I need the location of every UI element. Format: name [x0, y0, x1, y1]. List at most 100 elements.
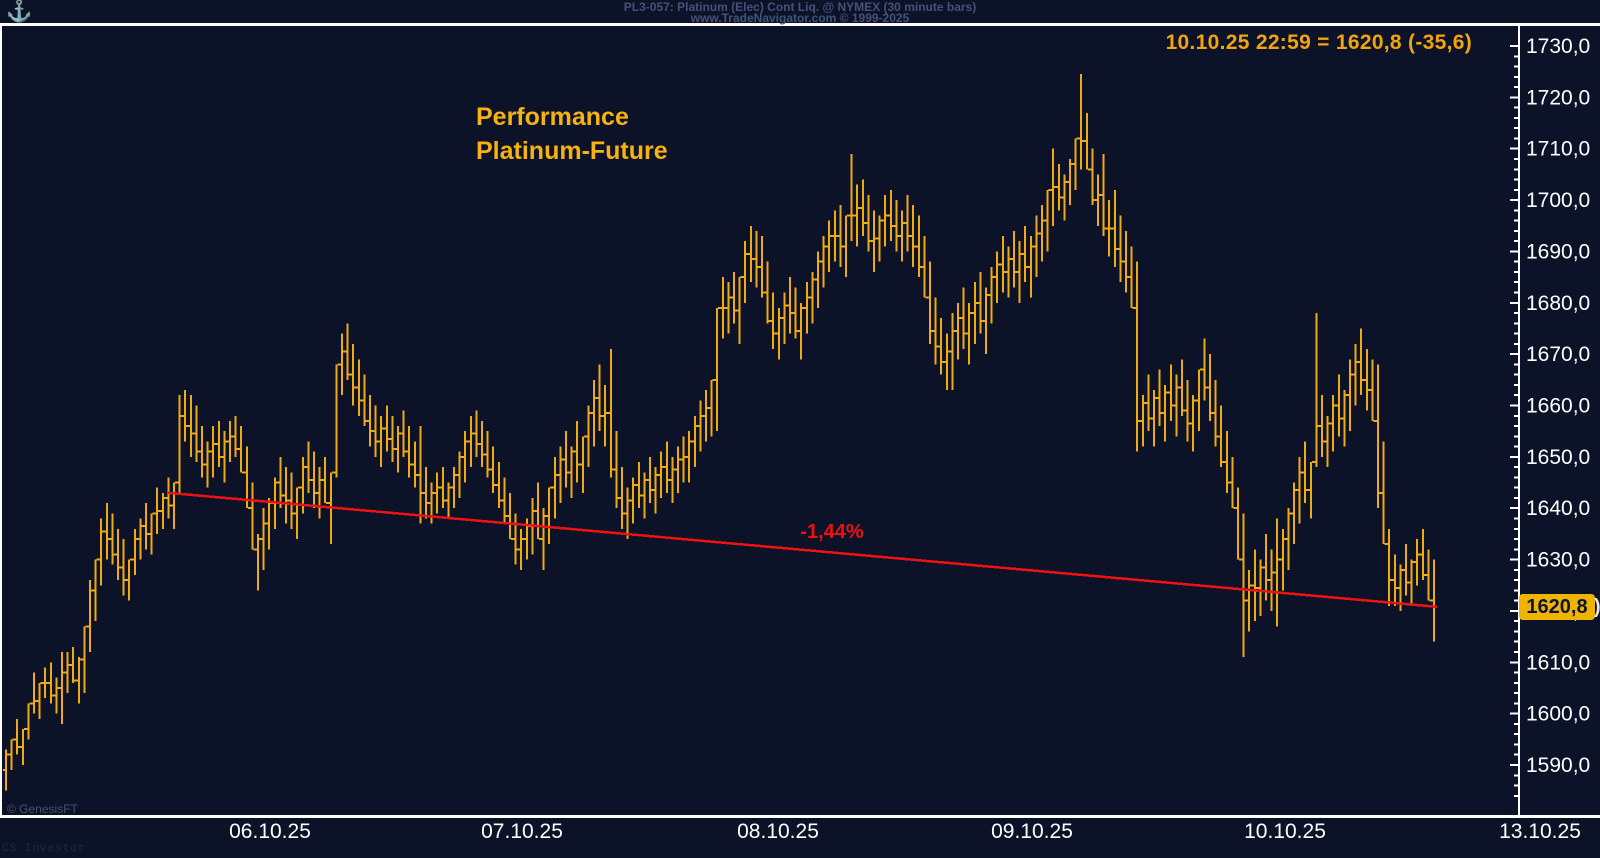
price-bar[interactable]	[335, 364, 338, 478]
price-bar[interactable]	[492, 446, 495, 493]
price-bar[interactable]	[621, 467, 623, 529]
price-bar[interactable]	[1315, 313, 1318, 468]
price-bar[interactable]	[21, 729, 24, 765]
price-bar[interactable]	[934, 297, 937, 365]
price-bar[interactable]	[1197, 369, 1200, 432]
price-bar[interactable]	[783, 292, 786, 344]
price-bar[interactable]	[1231, 456, 1234, 509]
price-bar[interactable]	[10, 739, 13, 771]
price-bar[interactable]	[72, 646, 75, 683]
price-bar[interactable]	[665, 441, 668, 493]
price-bar[interactable]	[755, 230, 758, 288]
price-bar[interactable]	[811, 271, 814, 324]
price-bar[interactable]	[985, 287, 987, 355]
price-bar[interactable]	[1007, 246, 1010, 298]
price-bar[interactable]	[856, 184, 859, 247]
price-bar[interactable]	[49, 662, 52, 704]
price-bar[interactable]	[833, 210, 836, 262]
price-bar[interactable]	[1130, 246, 1133, 308]
price-bar[interactable]	[979, 271, 982, 334]
price-bar[interactable]	[1136, 261, 1139, 452]
price-bar[interactable]	[861, 179, 864, 237]
price-bar[interactable]	[940, 318, 943, 375]
price-bar[interactable]	[839, 205, 842, 267]
price-bar[interactable]	[419, 426, 422, 524]
price-bar[interactable]	[525, 518, 528, 560]
price-bar[interactable]	[1265, 533, 1267, 601]
price-bar[interactable]	[1074, 138, 1077, 190]
price-bar[interactable]	[1399, 564, 1402, 611]
price-bar[interactable]	[542, 508, 545, 570]
price-bar[interactable]	[1181, 359, 1183, 416]
price-bar[interactable]	[604, 384, 607, 447]
price-bar[interactable]	[1360, 328, 1363, 396]
price-bar[interactable]	[402, 410, 405, 457]
price-bar[interactable]	[16, 718, 19, 755]
price-bar[interactable]	[1091, 148, 1094, 206]
price-bar[interactable]	[1125, 230, 1127, 293]
price-bar[interactable]	[559, 446, 562, 504]
price-bar[interactable]	[77, 657, 80, 704]
price-bar[interactable]	[1253, 549, 1256, 622]
price-bar[interactable]	[962, 287, 965, 350]
price-bar[interactable]	[307, 441, 310, 493]
price-bar[interactable]	[1276, 518, 1279, 627]
price-bar[interactable]	[626, 487, 629, 540]
price-bar[interactable]	[1052, 148, 1055, 226]
price-bar[interactable]	[615, 431, 618, 509]
price-bar[interactable]	[234, 415, 237, 457]
price-bar[interactable]	[245, 446, 248, 509]
price-bar[interactable]	[1164, 384, 1167, 442]
price-bar[interactable]	[223, 431, 226, 483]
price-bar[interactable]	[553, 456, 556, 519]
price-bar[interactable]	[1433, 559, 1435, 642]
price-bar[interactable]	[61, 652, 63, 724]
price-bar[interactable]	[917, 215, 920, 278]
price-bar[interactable]	[912, 205, 915, 267]
price-bar[interactable]	[1035, 215, 1038, 278]
price-bar[interactable]	[436, 472, 439, 514]
price-bar[interactable]	[89, 580, 91, 653]
price-bar[interactable]	[1298, 456, 1301, 524]
price-bar[interactable]	[1293, 482, 1295, 545]
price-bar[interactable]	[643, 472, 646, 519]
price-bar[interactable]	[156, 487, 159, 534]
price-bar[interactable]	[727, 282, 730, 334]
price-bar[interactable]	[688, 431, 691, 483]
price-bar[interactable]	[822, 236, 825, 288]
price-bar[interactable]	[1421, 528, 1424, 581]
price-bar[interactable]	[1113, 189, 1116, 267]
price-bar[interactable]	[1192, 395, 1195, 452]
price-bar[interactable]	[805, 282, 808, 334]
price-bar[interactable]	[5, 749, 7, 791]
price-bar[interactable]	[867, 194, 870, 252]
price-bar[interactable]	[117, 528, 119, 581]
price-bar[interactable]	[167, 477, 170, 519]
price-bar[interactable]	[1001, 236, 1004, 293]
price-bar[interactable]	[884, 194, 887, 247]
price-bar[interactable]	[1158, 369, 1161, 427]
price-bar[interactable]	[721, 277, 724, 339]
price-bar[interactable]	[1214, 379, 1217, 447]
price-bar[interactable]	[413, 441, 416, 488]
price-bar[interactable]	[262, 508, 265, 570]
price-bar[interactable]	[1242, 513, 1245, 658]
price-bar[interactable]	[453, 467, 455, 509]
price-bar[interactable]	[705, 390, 707, 442]
price-bar[interactable]	[593, 379, 595, 447]
price-bar[interactable]	[777, 307, 780, 360]
price-bar[interactable]	[677, 446, 679, 493]
price-bar[interactable]	[1287, 508, 1290, 570]
price-bar[interactable]	[217, 420, 220, 468]
price-bar[interactable]	[1175, 374, 1178, 437]
price-bar[interactable]	[268, 497, 271, 550]
price-bar[interactable]	[296, 487, 299, 540]
price-bar[interactable]	[957, 302, 959, 360]
price-bar[interactable]	[1203, 338, 1206, 401]
price-bar[interactable]	[845, 215, 847, 278]
price-bar[interactable]	[1410, 559, 1413, 606]
price-bar[interactable]	[817, 251, 819, 308]
price-bar[interactable]	[1354, 343, 1357, 406]
price-bar[interactable]	[1102, 153, 1105, 237]
price-bar[interactable]	[324, 456, 327, 504]
